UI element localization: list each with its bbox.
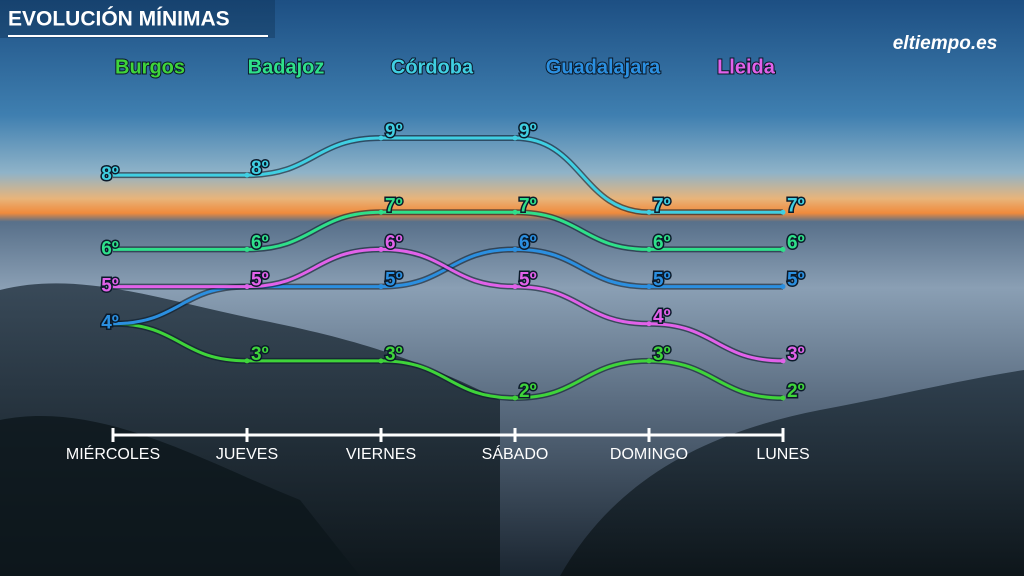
point [646,321,652,327]
point [512,246,518,252]
point [512,209,518,215]
point [780,209,786,215]
series-line [113,136,783,214]
value-label: 3º [787,344,805,365]
value-label: 3º [653,344,671,365]
value-label: 6º [101,238,119,259]
x-tick-label: LUNES [756,446,809,463]
forest [0,416,360,576]
value-label: 3º [385,344,403,365]
series-line [112,210,783,251]
value-label: 5º [787,270,805,291]
x-tick-label: MIÉRCOLES [66,444,160,463]
point [378,135,384,141]
value-label: 5º [385,270,403,291]
value-label: 3º [251,344,269,365]
point [244,172,250,178]
value-label: 5º [251,270,269,291]
point [378,284,384,290]
value-label: 6º [653,232,671,253]
point [780,284,786,290]
point [780,358,786,364]
mountain [560,370,1024,576]
x-tick-label: DOMINGO [610,446,688,463]
value-label: 5º [101,276,119,297]
value-label: 6º [519,232,537,253]
x-tick-label: SÁBADO [482,444,549,463]
value-label: 7º [519,195,537,216]
point [378,246,384,252]
legend-label: Córdoba [391,56,474,78]
legend-label: Burgos [115,56,185,78]
value-label: 6º [385,232,403,253]
logo: eltiempo.es [893,33,998,54]
legend-label: Lleida [717,56,776,78]
value-label: 8º [251,158,269,179]
value-label: 4º [101,313,119,334]
value-label: 2º [787,381,805,402]
value-label: 8º [101,164,119,185]
point [646,209,652,215]
value-label: 4º [101,313,119,334]
series-line [112,322,784,400]
point [244,358,250,364]
point [646,284,652,290]
title-bg [0,0,275,38]
value-label: 7º [385,195,403,216]
point [244,284,250,290]
x-tick-label: VIERNES [346,446,416,463]
value-label: 5º [519,270,537,291]
value-label: 2º [519,381,537,402]
point [512,395,518,401]
point [646,246,652,252]
x-tick-label: JUEVES [216,446,278,463]
legend-label: Badajoz [248,56,325,78]
point [646,358,652,364]
point [780,395,786,401]
point [780,246,786,252]
value-label: 6º [787,232,805,253]
point [378,209,384,215]
value-label: 5º [653,270,671,291]
value-label: 6º [251,232,269,253]
point [378,358,384,364]
legend-label: Guadalajara [546,56,661,78]
point [512,135,518,141]
value-label: 9º [385,121,403,142]
value-label: 7º [653,195,671,216]
value-label: 7º [787,195,805,216]
point [512,284,518,290]
value-label: 9º [519,121,537,142]
chart-title: EVOLUCIÓN MÍNIMAS [8,7,230,31]
point [244,246,250,252]
value-label: 4º [653,307,671,328]
